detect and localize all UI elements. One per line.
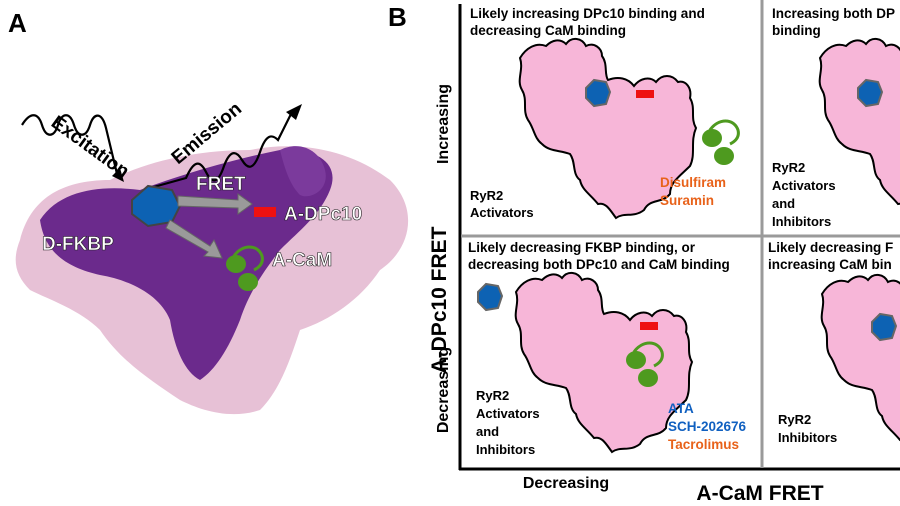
q3-ryr2-shape (514, 271, 693, 453)
q3-class-line4: Inhibitors (476, 442, 535, 457)
excitation-arrowhead (112, 168, 124, 182)
q2-heading-line1: Increasing both DP (772, 6, 895, 21)
q1-ryr2-shape (518, 37, 697, 220)
q4-heading-line1: Likely decreasing F (768, 240, 893, 255)
q4-ryr2-shape (820, 273, 900, 455)
q2-fkbp-shape (857, 79, 883, 107)
q2-heading-line2: binding (772, 23, 821, 38)
q1-fkbp-shape (585, 79, 611, 107)
x-decreasing-label: Decreasing (523, 475, 609, 492)
q1-class-line2: Activators (470, 205, 534, 220)
fret-arrow-to-dpc10 (177, 193, 253, 215)
q3-drug-tacrolimus: Tacrolimus (668, 437, 739, 452)
x-axis-title: A-CaM FRET (696, 482, 823, 505)
q2-class-line3: and (772, 196, 795, 211)
d-fkbp-shape (131, 184, 182, 228)
q3-class-line2: Activators (476, 406, 540, 421)
panel-b-label: B (388, 2, 407, 32)
q1-dpc10-shape (636, 90, 654, 98)
q1-drug-disulfiram: Disulfiram (660, 175, 726, 190)
q1-drug-suramin: Suramin (660, 193, 714, 208)
q3-dpc10-shape (640, 322, 658, 330)
q4-class-line1: RyR2 (778, 412, 811, 427)
y-decreasing-label: Decreasing (435, 347, 452, 433)
emission-arrowhead (286, 104, 302, 120)
q2-class-line1: RyR2 (772, 160, 805, 175)
fret-arrow-to-cam (165, 219, 223, 259)
d-fkbp-label: D-FKBP (42, 234, 114, 255)
q1-heading-line1: Likely increasing DPc10 binding and (470, 6, 705, 21)
q4-fkbp-shape (871, 313, 897, 341)
q4-heading-line2: increasing CaM bin (768, 257, 892, 272)
quadrant-bottom-right: Likely decreasing F increasing CaM bin R… (768, 240, 900, 455)
panel-a-label: A (8, 8, 27, 38)
excitation-wave (21, 114, 120, 179)
q3-heading-line2: decreasing both DPc10 and CaM binding (468, 257, 730, 272)
panel-a: A Excitation Emission D-FKBP FRET A-DPc1… (8, 8, 409, 415)
y-axis-title: A-DPc10 FRET (428, 226, 451, 373)
quadrant-top-left: Likely increasing DPc10 binding and decr… (470, 6, 740, 220)
fret-label: FRET (196, 174, 246, 195)
q4-class-line2: Inhibitors (778, 430, 837, 445)
y-increasing-label: Increasing (435, 84, 452, 164)
q1-heading-line2: decreasing CaM binding (470, 23, 626, 38)
q3-class-line3: and (476, 424, 499, 439)
q1-cam-shape (700, 119, 740, 167)
q3-drug-sch-202676: SCH-202676 (668, 419, 747, 434)
quadrant-top-right: Increasing both DP binding RyR2 Activato… (772, 6, 900, 229)
q3-heading-line1: Likely decreasing FKBP binding, or (468, 240, 696, 255)
q3-class-line1: RyR2 (476, 388, 509, 403)
q2-class-line4: Inhibitors (772, 214, 831, 229)
a-dpc10-shape (254, 207, 276, 217)
a-cam-label: A-CaM (272, 250, 332, 271)
q2-class-line2: Activators (772, 178, 836, 193)
quadrant-bottom-left: Likely decreasing FKBP binding, or decre… (468, 240, 747, 457)
q3-fkbp-shape (477, 283, 503, 311)
emission-wave (149, 111, 293, 190)
a-dpc10-label: A-DPc10 (284, 204, 362, 225)
panel-b: B A-DPc10 FRET Increasing Decreasing Dec… (388, 0, 900, 505)
q1-class-line1: RyR2 (470, 188, 503, 203)
q3-drug-ata: ATA (668, 401, 694, 416)
